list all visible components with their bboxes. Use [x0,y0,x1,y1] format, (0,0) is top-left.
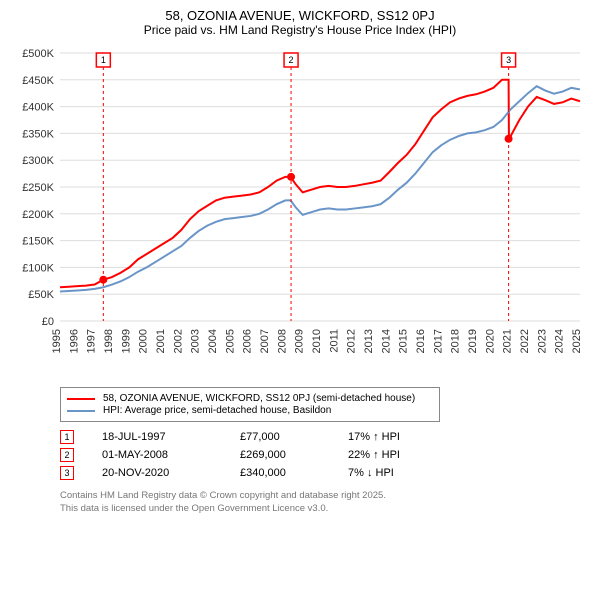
svg-text:2: 2 [289,55,294,65]
event-price: £340,000 [240,467,320,479]
svg-text:2015: 2015 [398,329,410,353]
legend-label: HPI: Average price, semi-detached house,… [103,405,331,416]
svg-text:2010: 2010 [311,329,323,353]
line-chart-svg: £0 £50K £100K £150K £200K £250K £300K £350K £400… [10,43,590,383]
svg-text:2000: 2000 [138,329,150,353]
event-date: 18-JUL-1997 [102,431,212,443]
svg-text:1996: 1996 [68,329,80,353]
svg-text:2006: 2006 [242,329,254,353]
svg-text:3: 3 [506,55,511,65]
svg-text:£500K: £500K [22,48,54,60]
svg-text:2024: 2024 [554,329,566,353]
svg-text:2011: 2011 [328,329,340,353]
chart-subtitle: Price paid vs. HM Land Registry's House … [10,23,590,37]
svg-text:2008: 2008 [276,329,288,353]
event-marker: 1 [60,430,74,444]
footer-attribution: Contains HM Land Registry data © Crown c… [60,490,590,516]
svg-text:£250K: £250K [22,182,54,194]
svg-text:£350K: £350K [22,128,54,140]
svg-text:2001: 2001 [155,329,167,353]
svg-text:2017: 2017 [432,329,444,353]
svg-text:2004: 2004 [207,329,219,353]
svg-text:2018: 2018 [450,329,462,353]
svg-text:1999: 1999 [120,329,132,353]
svg-text:1995: 1995 [51,329,63,353]
legend-item: HPI: Average price, semi-detached house,… [67,405,433,416]
svg-text:1: 1 [101,55,106,65]
svg-text:2019: 2019 [467,329,479,353]
footer-line-1: Contains HM Land Registry data © Crown c… [60,490,590,503]
legend-swatch [67,398,95,400]
svg-text:2025: 2025 [571,329,583,353]
svg-text:1997: 1997 [86,329,98,353]
svg-text:2012: 2012 [346,329,358,353]
svg-text:£150K: £150K [22,236,54,248]
events-table: 1 18-JUL-1997 £77,000 17% ↑ HPI 2 01-MAY-2008… [60,430,590,480]
svg-text:2016: 2016 [415,329,427,353]
svg-text:2005: 2005 [224,329,236,353]
svg-text:£200K: £200K [22,209,54,221]
event-price: £269,000 [240,449,320,461]
svg-text:£100K: £100K [22,262,54,274]
event-date: 20-NOV-2020 [102,467,212,479]
svg-text:2007: 2007 [259,329,271,353]
svg-text:£50K: £50K [28,289,54,301]
svg-text:2003: 2003 [190,329,202,353]
svg-text:1998: 1998 [103,329,115,353]
legend-item: 58, OZONIA AVENUE, WICKFORD, SS12 0PJ (s… [67,393,433,404]
svg-text:£400K: £400K [22,102,54,114]
event-price: £77,000 [240,431,320,443]
chart-area: £0 £50K £100K £150K £200K £250K £300K £350K £400… [10,43,590,383]
svg-text:£450K: £450K [22,75,54,87]
svg-text:2009: 2009 [294,329,306,353]
chart-container: 58, OZONIA AVENUE, WICKFORD, SS12 0PJ Pr… [0,0,600,590]
svg-text:2020: 2020 [484,329,496,353]
svg-text:£0: £0 [42,316,54,328]
svg-text:2023: 2023 [536,329,548,353]
event-row: 3 20-NOV-2020 £340,000 7% ↓ HPI [60,466,590,480]
legend-label: 58, OZONIA AVENUE, WICKFORD, SS12 0PJ (s… [103,393,415,404]
event-row: 2 01-MAY-2008 £269,000 22% ↑ HPI [60,448,590,462]
svg-text:2014: 2014 [380,329,392,353]
event-row: 1 18-JUL-1997 £77,000 17% ↑ HPI [60,430,590,444]
event-delta: 17% ↑ HPI [348,431,468,443]
svg-text:2013: 2013 [363,329,375,353]
svg-text:£300K: £300K [22,155,54,167]
footer-line-2: This data is licensed under the Open Gov… [60,503,590,516]
event-delta: 7% ↓ HPI [348,467,468,479]
chart-title: 58, OZONIA AVENUE, WICKFORD, SS12 0PJ [10,8,590,23]
event-marker: 2 [60,448,74,462]
svg-text:2022: 2022 [519,329,531,353]
legend-swatch [67,410,95,412]
svg-text:2002: 2002 [172,329,184,353]
event-date: 01-MAY-2008 [102,449,212,461]
event-marker: 3 [60,466,74,480]
svg-text:2021: 2021 [502,329,514,353]
legend: 58, OZONIA AVENUE, WICKFORD, SS12 0PJ (s… [60,387,440,422]
event-delta: 22% ↑ HPI [348,449,468,461]
